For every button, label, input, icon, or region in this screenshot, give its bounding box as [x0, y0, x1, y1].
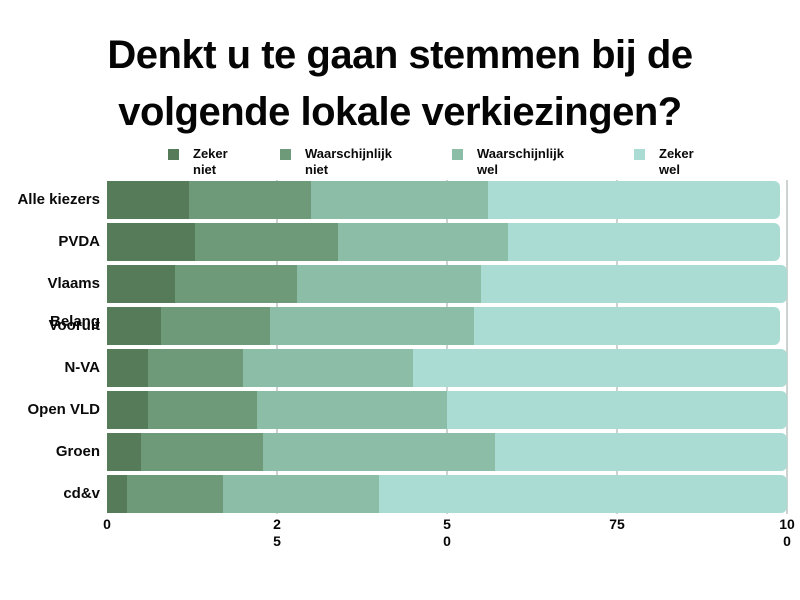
bar-row	[107, 349, 787, 387]
row-label: Vlaams Belang	[47, 275, 100, 330]
legend-label: Zeker niet	[193, 146, 228, 178]
x-tick-label: 0	[77, 516, 137, 533]
bar-segment	[446, 391, 787, 429]
bar-row	[107, 265, 787, 303]
legend-label-line: wel	[659, 162, 680, 177]
x-tick-line: 5	[273, 533, 281, 549]
bar-segment	[107, 391, 148, 429]
bar-segment	[107, 265, 175, 303]
bar-segment	[127, 475, 223, 513]
bar-segment	[107, 181, 189, 219]
legend-item-zeker-wel: Zeker wel	[634, 146, 694, 178]
x-tick-line: 10	[779, 516, 795, 532]
x-tick-line: 0	[103, 516, 111, 532]
gridline-50	[446, 180, 448, 514]
x-tick-line: 0	[443, 533, 451, 549]
x-tick-line: 0	[783, 533, 791, 549]
row-label: Open VLD	[27, 401, 100, 418]
row-label: Alle kiezers	[17, 191, 100, 208]
bar-segment	[195, 223, 339, 261]
gridline-100	[786, 180, 788, 514]
bar-segment	[147, 391, 257, 429]
bar-segment	[256, 391, 447, 429]
bar-row	[107, 307, 781, 345]
legend-swatch-waarschijnlijk-niet	[280, 149, 291, 160]
bar-segment	[188, 181, 311, 219]
bar-segment	[474, 307, 781, 345]
x-tick-line: 5	[443, 516, 451, 532]
bar-segment	[107, 349, 148, 387]
legend-label-line: niet	[305, 162, 329, 177]
bar-segment	[494, 433, 787, 471]
legend-item-waarschijnlijk-niet: Waarschijnlijk niet	[280, 146, 392, 178]
bar-row	[107, 475, 787, 513]
legend-label-line: Waarschijnlijk	[477, 146, 564, 161]
bar-segment	[107, 475, 128, 513]
legend-swatch-zeker-niet	[168, 149, 179, 160]
row-label: N-VA	[64, 359, 100, 376]
bar-segment	[161, 307, 271, 345]
bar-segment	[270, 307, 475, 345]
legend-label-line: niet	[193, 162, 217, 177]
bar-segment	[480, 265, 787, 303]
legend-label-line: Zeker	[659, 146, 694, 161]
bar-segment	[412, 349, 787, 387]
chart-title-line2: volgende lokale verkiezingen?	[118, 90, 682, 134]
bar-segment	[263, 433, 495, 471]
bar-segment	[487, 181, 781, 219]
legend-label-line: Waarschijnlijk	[305, 146, 392, 161]
x-tick-line: 75	[609, 516, 625, 532]
x-tick-label: 75	[587, 516, 647, 533]
bar-segment	[242, 349, 413, 387]
bar-segment	[378, 475, 787, 513]
bar-row	[107, 223, 781, 261]
bar-segment	[107, 223, 196, 261]
legend-swatch-waarschijnlijk-wel	[452, 149, 463, 160]
bar-segment	[338, 223, 509, 261]
bar-segment	[297, 265, 481, 303]
bar-segment	[107, 433, 141, 471]
bar-segment	[222, 475, 379, 513]
row-label: cd&v	[63, 485, 100, 502]
bar-segment	[175, 265, 298, 303]
legend-swatch-zeker-wel	[634, 149, 645, 160]
bar-row	[107, 433, 787, 471]
row-label: Vooruit	[48, 317, 100, 334]
bar-segment	[508, 223, 781, 261]
bar-row	[107, 391, 787, 429]
row-label: Groen	[55, 443, 100, 460]
chart-title: Denkt u te gaan stemmen bij de volgende …	[0, 27, 800, 141]
bar-row	[107, 181, 781, 219]
legend-label: Zeker wel	[659, 146, 694, 178]
chart-title-line1: Denkt u te gaan stemmen bij de	[107, 33, 693, 77]
x-tick-line: 2	[273, 516, 281, 532]
bar-segment	[107, 307, 162, 345]
gridline-25	[276, 180, 278, 514]
legend-label-line: wel	[477, 162, 498, 177]
legend-label-line: Zeker	[193, 146, 228, 161]
row-label: PVDA	[58, 233, 100, 250]
legend-label: Waarschijnlijk wel	[477, 146, 564, 178]
legend-item-waarschijnlijk-wel: Waarschijnlijk wel	[452, 146, 564, 178]
bar-segment	[310, 181, 488, 219]
bar-segment	[147, 349, 243, 387]
gridline-75	[616, 180, 618, 514]
x-tick-label: 10 0	[757, 516, 800, 550]
bar-segment	[141, 433, 264, 471]
legend-item-zeker-niet: Zeker niet	[168, 146, 228, 178]
legend-label: Waarschijnlijk niet	[305, 146, 392, 178]
